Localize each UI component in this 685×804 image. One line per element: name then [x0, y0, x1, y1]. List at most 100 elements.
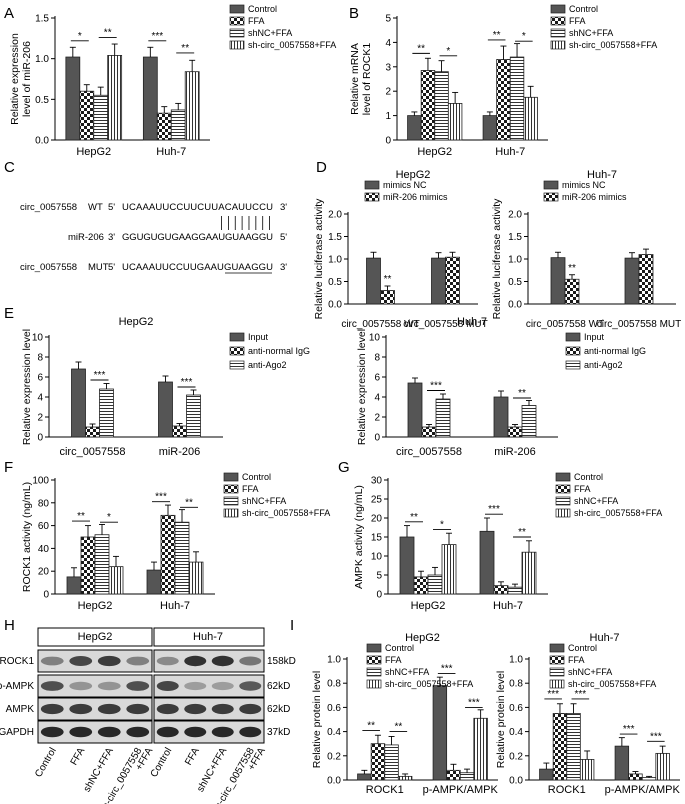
legend-swatch	[543, 192, 559, 202]
bar	[435, 398, 451, 438]
legend-swatch	[366, 643, 382, 653]
legend-swatch	[555, 496, 571, 506]
bar	[566, 713, 581, 781]
bar	[384, 744, 399, 781]
bar	[94, 534, 110, 595]
wt-sequence: UCAAAUUCCUUCUUACAUUCCU	[122, 202, 273, 213]
blot-band	[40, 656, 64, 666]
significance-label: **	[181, 43, 189, 54]
blot-band	[69, 726, 93, 738]
blot-band	[184, 703, 207, 715]
legend-label: mimics NC	[562, 180, 606, 190]
legend-swatch	[550, 28, 566, 38]
y-tick-label: 1.0	[35, 54, 49, 65]
panel-letter-g: G	[338, 459, 350, 476]
panel-letter-d: D	[316, 159, 327, 176]
y-tick-label: 8	[374, 353, 380, 364]
blot-band	[97, 681, 121, 691]
mir-suffix: 5'	[280, 232, 287, 243]
bar	[507, 426, 523, 438]
western-blot: HepG2 Huh-7 ROCK1 158kD p-AMPK 62kD AMPK 62kD GA…	[0, 627, 296, 804]
legend-swatch	[549, 643, 565, 653]
legend-swatch	[550, 40, 566, 50]
bar	[509, 56, 525, 141]
blot-strip	[37, 649, 153, 673]
sequence-alignment: circ_0057558 WT 5' UCAAAUUCCUUCUUACAUUCC…	[20, 202, 287, 274]
bar	[170, 109, 186, 141]
bar	[441, 544, 457, 595]
blot-band	[97, 655, 121, 667]
blot-lane-label: FFA	[69, 746, 88, 768]
legend-swatch	[364, 180, 380, 190]
significance-label: ***	[430, 381, 442, 392]
bar	[399, 536, 415, 595]
panel-letter-a: A	[4, 5, 14, 22]
y-tick-label: 0	[43, 590, 49, 601]
bar	[434, 71, 449, 141]
significance-label: ***	[650, 731, 662, 742]
y-tick-label: 0.0	[35, 136, 49, 147]
y-axis-label: Relative luciferase activity	[491, 198, 503, 320]
blot-strip	[153, 720, 265, 744]
bar	[66, 576, 82, 595]
category-label: circ_0057558 WT	[341, 319, 419, 330]
category-label: circ_0057558 MUT	[597, 319, 681, 330]
blot-band	[156, 726, 179, 738]
legend-swatch	[223, 508, 239, 518]
wt-type: WT	[88, 202, 103, 213]
significance-label: ***	[441, 664, 453, 675]
category-label: Huh-7	[156, 146, 186, 158]
blot-row-label: GAPDH	[0, 727, 34, 738]
y-tick-label: 2	[374, 413, 380, 424]
y-tick-label: 0.8	[327, 679, 341, 690]
legend-label: Control	[569, 4, 598, 14]
bar	[539, 768, 554, 781]
legend-label: sh-circ_0057558+FFA	[568, 679, 656, 689]
legend-swatch	[364, 192, 380, 202]
y-tick-label: 0.2	[327, 751, 341, 762]
significance-label: **	[104, 28, 112, 39]
wt-name: circ_0057558	[20, 202, 77, 213]
bar	[446, 769, 461, 781]
y-tick-label: 1.0	[509, 655, 523, 666]
bar	[432, 685, 448, 781]
bar	[614, 745, 630, 781]
blot-strip	[37, 720, 153, 744]
significance-label: *	[446, 46, 450, 57]
blot-size-label: 37kD	[267, 727, 290, 738]
blot-band	[40, 681, 64, 691]
category-label: p-AMPK/AMPK	[423, 784, 499, 796]
y-tick-label: 0	[376, 590, 382, 601]
blot-band	[69, 681, 93, 691]
category-label: p-AMPK/AMPK	[605, 784, 681, 796]
legend-label: sh-circ_0057558+FFA	[569, 40, 657, 50]
blot-band	[211, 726, 234, 738]
legend-label: shNC+FFA	[248, 28, 292, 38]
y-tick-label: 1.0	[328, 255, 342, 266]
bar	[552, 713, 568, 781]
significance-label: **	[410, 512, 418, 523]
y-tick-label: 40	[38, 544, 50, 555]
bar	[479, 530, 495, 595]
category-label: ROCK1	[366, 784, 404, 796]
bar	[142, 56, 158, 141]
bar	[420, 70, 436, 141]
significance-label: ***	[94, 370, 106, 381]
y-tick-label: 4	[385, 38, 391, 49]
blot-band	[156, 656, 179, 666]
y-tick-label: 0.5	[35, 95, 49, 106]
blot-size-label: 62kD	[267, 704, 290, 715]
chart-title: HepG2	[405, 632, 440, 644]
blot-band	[211, 703, 234, 715]
y-tick-label: 1.0	[327, 655, 341, 666]
y-axis-label: Relative protein level	[495, 671, 507, 768]
blot-size-label: 158kD	[267, 656, 296, 667]
legend-swatch	[549, 655, 565, 665]
chart-g-ampk-activity: 0 5 10 15 20 25 30 AMPK activity (ng/mL) HepG2 Hu…	[353, 472, 662, 612]
blot-group-label: HepG2	[78, 631, 113, 643]
legend-swatch	[229, 346, 245, 356]
bar	[564, 278, 580, 305]
